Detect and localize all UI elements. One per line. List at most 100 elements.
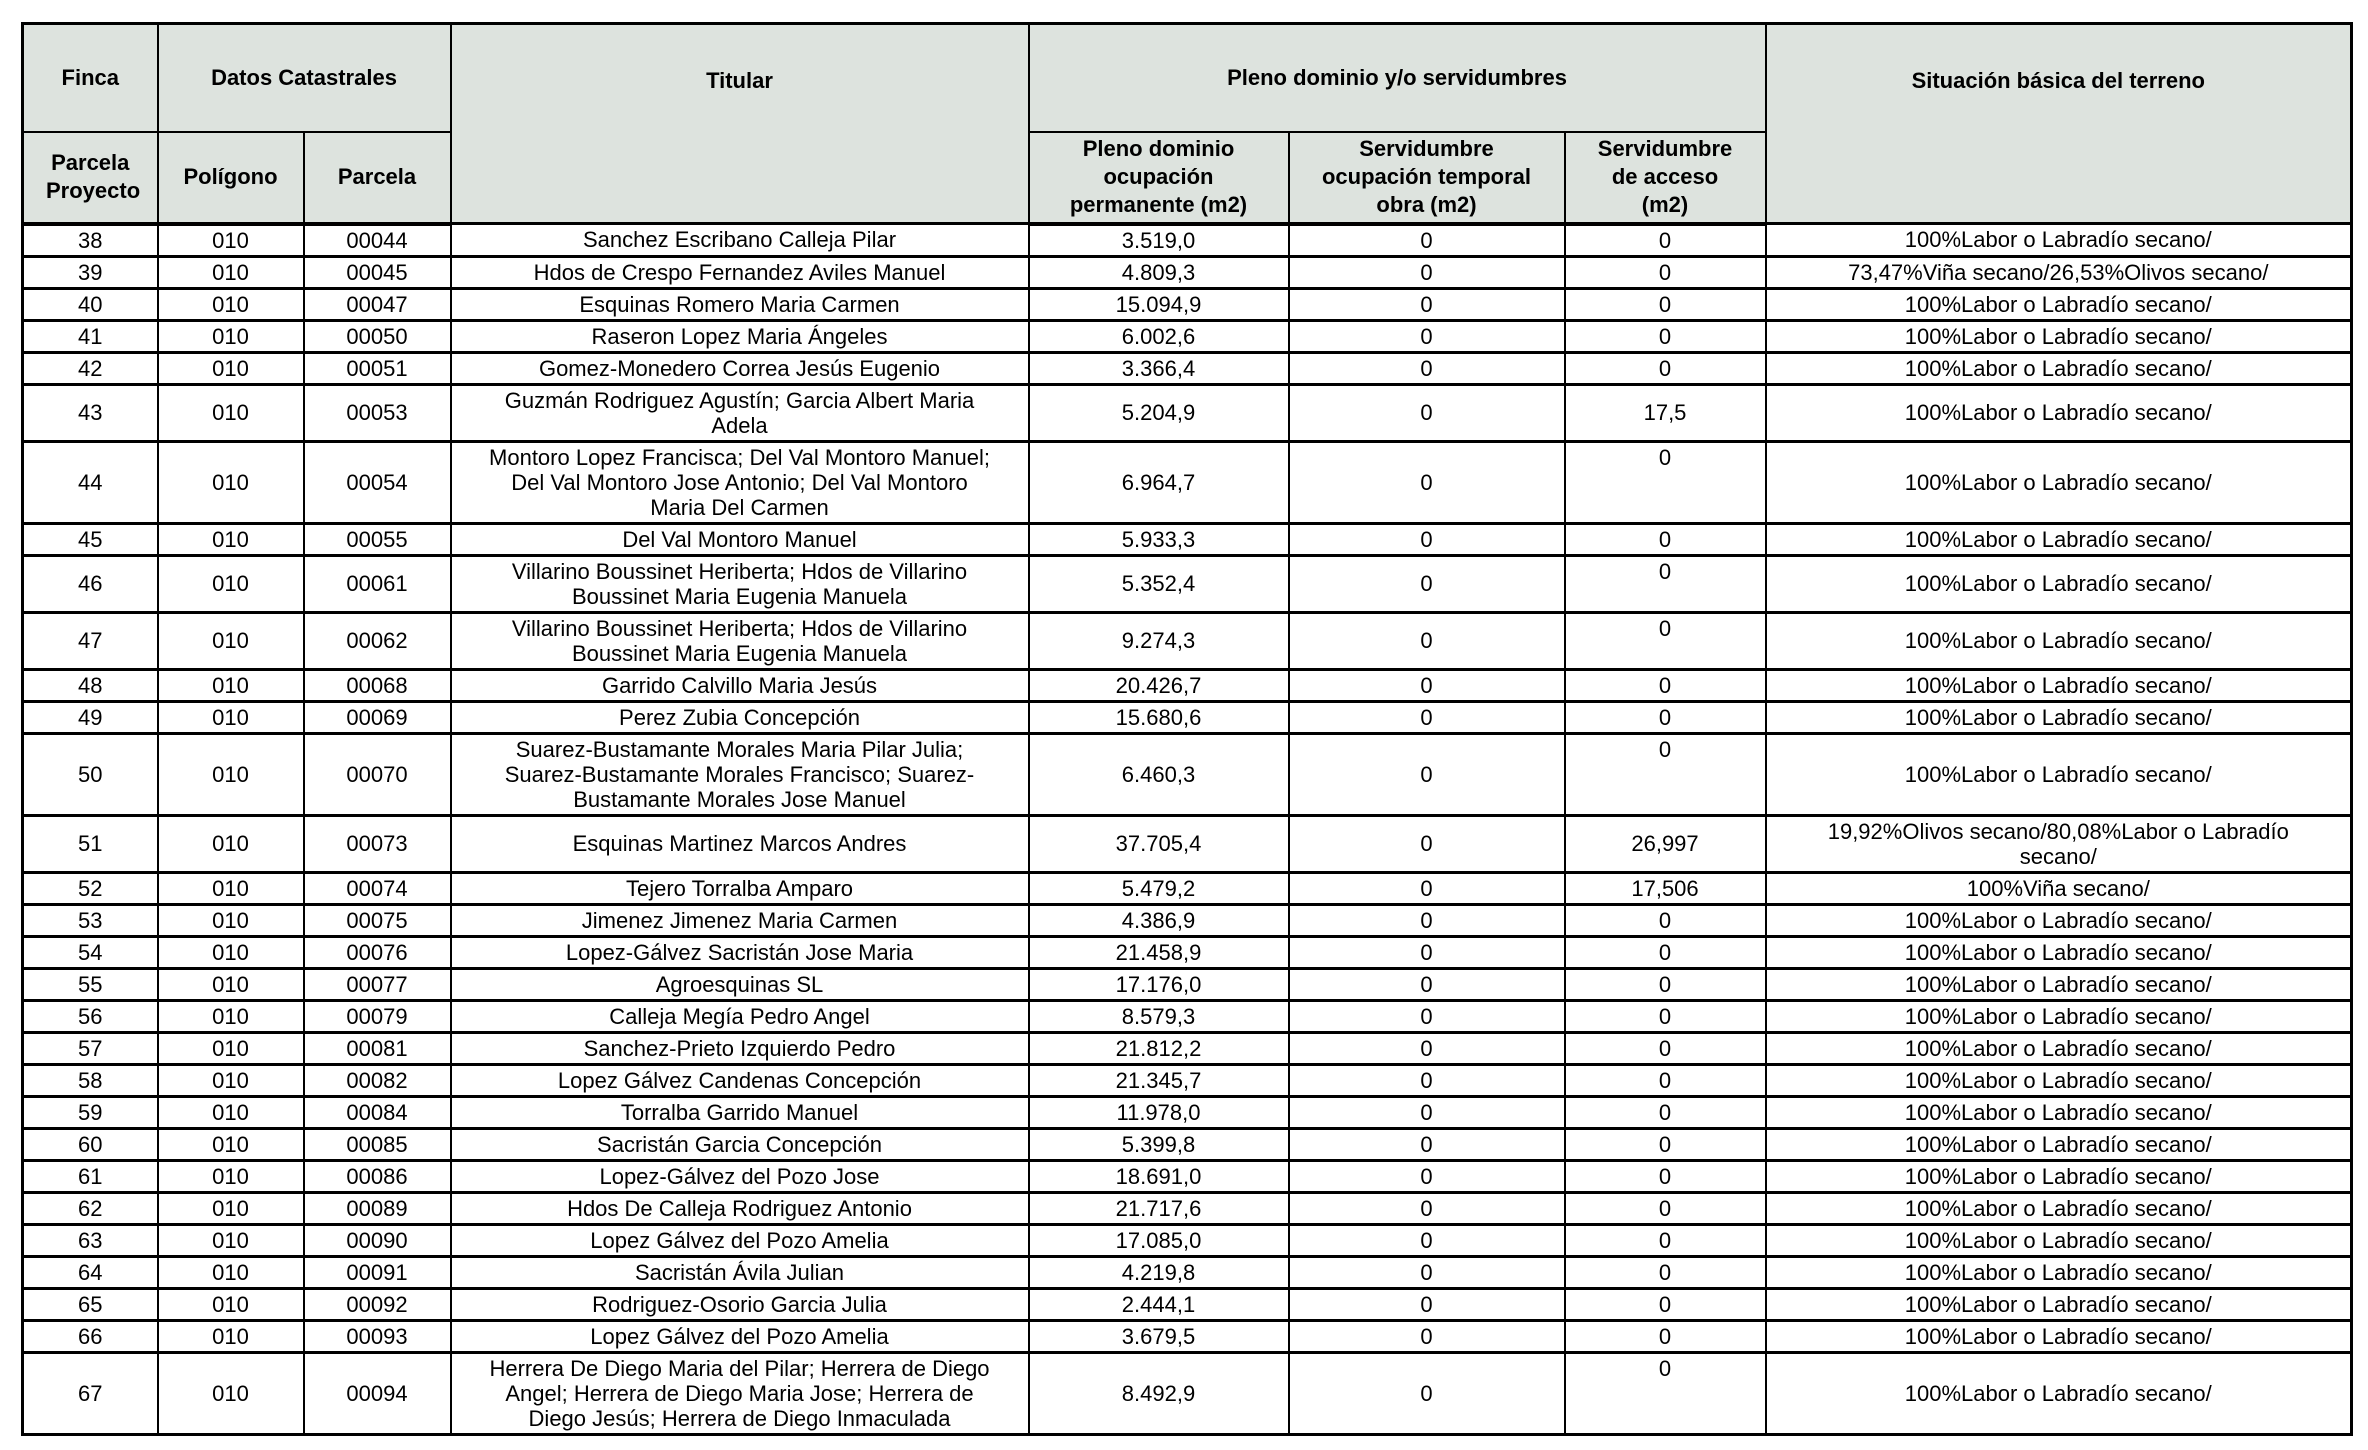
cell-titular: Raseron Lopez Maria Ángeles [449,318,1030,353]
cell-poligono: 010 [156,553,305,613]
cell-servidumbre-temporal: 0 [1287,439,1566,524]
cell-situacion: 100%Labor o Labradío secano/ [1764,1350,2353,1435]
cell-servidumbre-acceso: 0 [1563,699,1767,734]
cell-parcela-proyecto: 47 [21,610,159,670]
cell-pleno-dominio: 15.680,6 [1027,699,1290,734]
cell-pleno-dominio: 3.366,4 [1027,350,1290,385]
cell-servidumbre-temporal: 0 [1287,521,1566,556]
cell-titular: Lopez-Gálvez del Pozo Jose [449,1158,1030,1193]
cell-titular: Sacristán Garcia Concepción [449,1126,1030,1161]
cell-servidumbre-acceso: 0 [1563,731,1767,816]
cell-servidumbre-acceso: 17,506 [1563,870,1767,905]
cell-titular: Esquinas Martinez Marcos Andres [449,813,1030,873]
cell-pleno-dominio: 37.705,4 [1027,813,1290,873]
cell-parcela-proyecto: 54 [21,934,159,969]
cell-pleno-dominio: 15.094,9 [1027,286,1290,321]
cell-parcela: 00073 [302,813,452,873]
cell-parcela: 00055 [302,521,452,556]
cell-parcela-proyecto: 38 [21,222,159,257]
cell-poligono: 010 [156,667,305,702]
cell-servidumbre-acceso: 0 [1563,902,1767,937]
cell-servidumbre-temporal: 0 [1287,1350,1566,1435]
table-row: 54 010 00076 Lopez-Gálvez Sacristán Jose… [21,934,2353,969]
table-row: 53 010 00075 Jimenez Jimenez Maria Carme… [21,902,2353,937]
cell-poligono: 010 [156,350,305,385]
cell-poligono: 010 [156,318,305,353]
cell-parcela-proyecto: 40 [21,286,159,321]
cell-servidumbre-acceso: 0 [1563,286,1767,321]
cell-servidumbre-acceso: 0 [1563,1318,1767,1353]
cell-parcela-proyecto: 46 [21,553,159,613]
cell-parcela-proyecto: 41 [21,318,159,353]
cell-parcela-proyecto: 63 [21,1222,159,1257]
cell-servidumbre-temporal: 0 [1287,350,1566,385]
cell-parcela: 00075 [302,902,452,937]
cell-situacion: 100%Labor o Labradío secano/ [1764,1094,2353,1129]
cell-parcela: 00045 [302,254,452,289]
cell-parcela-proyecto: 56 [21,998,159,1033]
cell-situacion: 100%Labor o Labradío secano/ [1764,553,2353,613]
cell-situacion: 100%Labor o Labradío secano/ [1764,966,2353,1001]
cell-titular: Hdos De Calleja Rodriguez Antonio [449,1190,1030,1225]
table-row: 66 010 00093 Lopez Gálvez del Pozo Ameli… [21,1318,2353,1353]
cell-servidumbre-temporal: 0 [1287,998,1566,1033]
cell-servidumbre-temporal: 0 [1287,222,1566,257]
cell-poligono: 010 [156,222,305,257]
cell-situacion: 100%Labor o Labradío secano/ [1764,286,2353,321]
table-row: 52 010 00074 Tejero Torralba Amparo 5.47… [21,870,2353,905]
cell-parcela-proyecto: 53 [21,902,159,937]
cell-titular: Villarino Boussinet Heriberta; Hdos de V… [449,553,1030,613]
cell-situacion: 100%Viña secano/ [1764,870,2353,905]
expropriation-table: Finca Datos Catastrales Titular Pleno do… [21,22,2354,1436]
cell-servidumbre-temporal: 0 [1287,1030,1566,1065]
table-row: 60 010 00085 Sacristán Garcia Concepción… [21,1126,2353,1161]
cell-situacion: 100%Labor o Labradío secano/ [1764,934,2353,969]
cell-poligono: 010 [156,1062,305,1097]
cell-parcela: 00094 [302,1350,452,1435]
cell-parcela-proyecto: 67 [21,1350,159,1435]
cell-pleno-dominio: 4.809,3 [1027,254,1290,289]
table-row: 51 010 00073 Esquinas Martinez Marcos An… [21,813,2353,873]
cell-parcela-proyecto: 66 [21,1318,159,1353]
cell-servidumbre-temporal: 0 [1287,1318,1566,1353]
cell-servidumbre-temporal: 0 [1287,813,1566,873]
cell-titular: Suarez-Bustamante Morales Maria Pilar Ju… [449,731,1030,816]
cell-titular: Sanchez Escribano Calleja Pilar [449,222,1030,257]
cell-servidumbre-temporal: 0 [1287,1062,1566,1097]
cell-titular: Torralba Garrido Manuel [449,1094,1030,1129]
cell-pleno-dominio: 5.479,2 [1027,870,1290,905]
cell-situacion: 100%Labor o Labradío secano/ [1764,382,2353,442]
cell-titular: Perez Zubia Concepción [449,699,1030,734]
cell-poligono: 010 [156,521,305,556]
cell-situacion: 100%Labor o Labradío secano/ [1764,439,2353,524]
cell-parcela-proyecto: 43 [21,382,159,442]
table-row: 57 010 00081 Sanchez-Prieto Izquierdo Pe… [21,1030,2353,1065]
cell-parcela-proyecto: 52 [21,870,159,905]
cell-poligono: 010 [156,870,305,905]
cell-parcela-proyecto: 64 [21,1254,159,1289]
cell-situacion: 100%Labor o Labradío secano/ [1764,902,2353,937]
cell-servidumbre-acceso: 0 [1563,966,1767,1001]
cell-poligono: 010 [156,254,305,289]
table-row: 62 010 00089 Hdos De Calleja Rodriguez A… [21,1190,2353,1225]
cell-poligono: 010 [156,1126,305,1161]
cell-poligono: 010 [156,1222,305,1257]
cell-pleno-dominio: 4.386,9 [1027,902,1290,937]
cell-titular: Montoro Lopez Francisca; Del Val Montoro… [449,439,1030,524]
document-page: Finca Datos Catastrales Titular Pleno do… [0,22,2368,1450]
cell-situacion: 100%Labor o Labradío secano/ [1764,1126,2353,1161]
cell-poligono: 010 [156,699,305,734]
cell-servidumbre-acceso: 0 [1563,934,1767,969]
cell-servidumbre-acceso: 0 [1563,439,1767,524]
cell-parcela: 00093 [302,1318,452,1353]
cell-poligono: 010 [156,998,305,1033]
cell-titular: Lopez Gálvez Candenas Concepción [449,1062,1030,1097]
cell-servidumbre-acceso: 0 [1563,1094,1767,1129]
cell-situacion: 100%Labor o Labradío secano/ [1764,1030,2353,1065]
cell-poligono: 010 [156,382,305,442]
cell-poligono: 010 [156,1190,305,1225]
cell-poligono: 010 [156,934,305,969]
cell-situacion: 100%Labor o Labradío secano/ [1764,1286,2353,1321]
cell-parcela-proyecto: 62 [21,1190,159,1225]
cell-pleno-dominio: 11.978,0 [1027,1094,1290,1129]
